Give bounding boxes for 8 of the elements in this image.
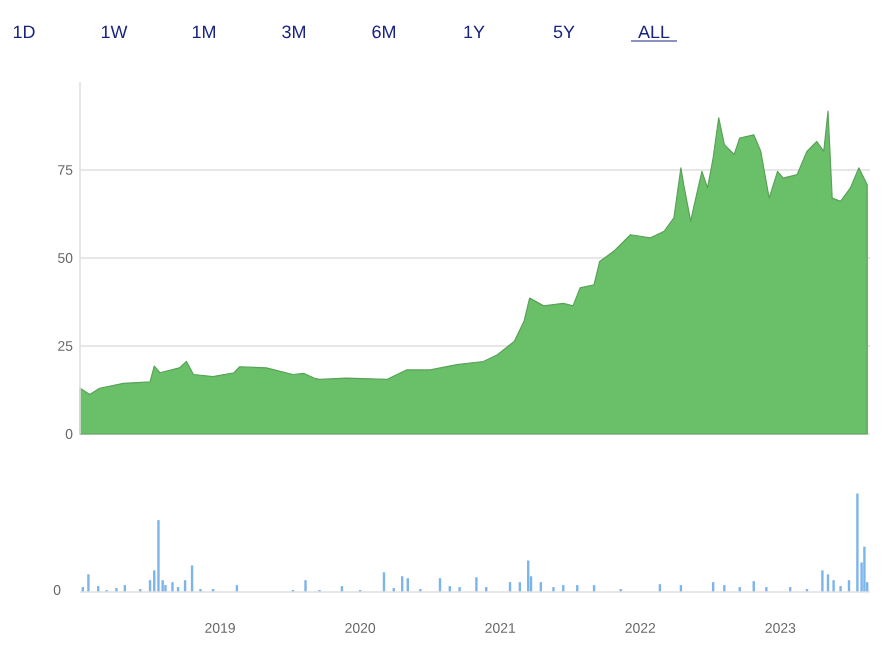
text: 6M	[372, 25, 395, 39]
text: 1W	[101, 25, 128, 38]
text: ALL	[638, 25, 670, 38]
text: 1M	[192, 25, 215, 38]
text: 1Y	[464, 25, 485, 38]
text: 1D	[13, 25, 35, 38]
text: 5Y	[553, 25, 575, 39]
text: 3M	[282, 25, 305, 39]
